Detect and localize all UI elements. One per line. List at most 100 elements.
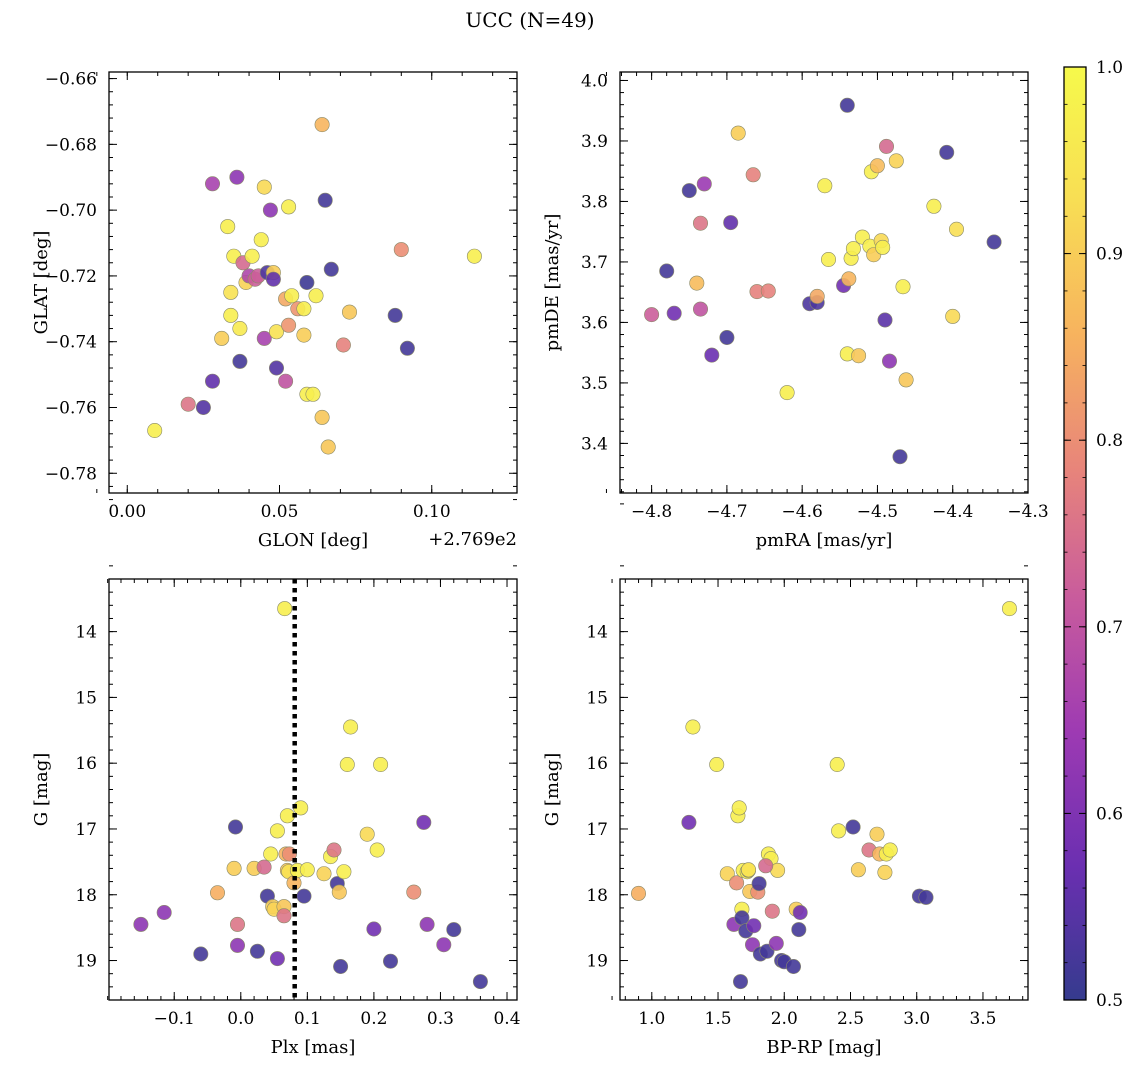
data-point <box>659 263 675 279</box>
x-tick-label: 3.5 <box>969 1009 996 1029</box>
y-tick-label: 19 <box>75 952 97 972</box>
y-tick-label: −0.66 <box>45 70 97 90</box>
x-tick-label: −0.1 <box>154 1009 195 1029</box>
y-tick-label: 16 <box>75 754 97 774</box>
x-tick-label: 0.10 <box>413 502 451 522</box>
data-point <box>820 252 836 268</box>
x-tick-label: 0.2 <box>360 1009 387 1029</box>
data-point <box>230 937 246 953</box>
panel-glon-glat: 0.00 0.05 0.10 −0.78 −0.76 −0.74 −0.72 −0.70 −0.… <box>31 70 518 551</box>
x-tick-label: 3.0 <box>903 1009 930 1029</box>
colorbar-tick-label: 0.9 <box>1096 245 1123 265</box>
data-point <box>296 301 312 317</box>
data-point <box>256 179 272 195</box>
data-point <box>696 176 712 192</box>
data-point <box>214 330 230 346</box>
data-point <box>256 859 272 875</box>
data-point <box>229 169 245 185</box>
y-axis-label: G [mag] <box>542 753 563 826</box>
data-point <box>284 288 300 304</box>
x-tick-label: −4.5 <box>857 502 898 522</box>
data-point <box>731 800 747 816</box>
data-point <box>226 860 242 876</box>
axes-frame <box>619 71 1029 494</box>
data-point <box>339 756 355 772</box>
data-point <box>839 97 855 113</box>
y-tick-label: 16 <box>586 754 608 774</box>
data-point <box>785 958 801 974</box>
data-point <box>341 304 357 320</box>
y-tick-label: 14 <box>586 623 608 643</box>
x-tick-label: 0.3 <box>427 1009 454 1029</box>
x-tick-label: −4.3 <box>1007 502 1048 522</box>
data-point <box>210 885 226 901</box>
data-point <box>841 271 857 287</box>
data-point <box>279 808 295 824</box>
data-point <box>888 153 904 169</box>
data-point <box>387 307 403 323</box>
data-point <box>850 862 866 878</box>
data-point <box>692 301 708 317</box>
data-point <box>268 360 284 376</box>
data-point <box>882 842 898 858</box>
data-point <box>751 876 767 892</box>
data-point <box>249 943 265 959</box>
data-point <box>296 327 312 343</box>
y-tick-label: 15 <box>586 688 608 708</box>
y-tick-label: 4.0 <box>581 71 608 91</box>
ticks <box>611 565 1028 1001</box>
data-point <box>393 242 409 258</box>
data-point <box>317 192 333 208</box>
data-point <box>764 903 780 919</box>
y-tick-label: 17 <box>586 820 608 840</box>
x-tick-label: 1.5 <box>705 1009 732 1029</box>
axes-frame <box>108 578 518 1001</box>
y-tick-label: −0.68 <box>45 135 97 155</box>
colorbar-tick-label: 0.5 <box>1096 991 1123 1011</box>
data-point <box>746 918 762 934</box>
data-point <box>831 823 847 839</box>
x-tick-label: −4.4 <box>932 502 973 522</box>
x-tick-label: −4.8 <box>631 502 672 522</box>
y-tick-label: 3.6 <box>581 313 608 333</box>
data-point <box>877 864 893 880</box>
panel-bprp-g: 1.0 1.5 2.0 2.5 3.0 3.5 14 15 16 17 18 19 BP-RP [mag… <box>542 565 1029 1058</box>
y-tick-label: 18 <box>75 886 97 906</box>
points-pm <box>644 97 1002 465</box>
data-point <box>205 373 221 389</box>
colorbar-tick-label: 0.6 <box>1096 804 1123 824</box>
x-tick-label: 0.4 <box>493 1009 520 1029</box>
data-point <box>268 324 284 340</box>
data-point <box>382 953 398 969</box>
x-tick-label: 2.5 <box>837 1009 864 1029</box>
y-tick-label: 3.5 <box>581 374 608 394</box>
data-point <box>869 158 885 174</box>
data-point <box>689 275 705 291</box>
data-point <box>281 199 297 215</box>
data-point <box>326 842 342 858</box>
data-point <box>875 239 891 255</box>
data-point <box>253 232 269 248</box>
data-point <box>265 271 281 287</box>
data-point <box>851 348 867 364</box>
ticks <box>605 72 1029 505</box>
data-point <box>681 814 697 830</box>
data-point <box>366 921 382 937</box>
points-glon-glat <box>147 117 482 455</box>
x-tick-label: 0.0 <box>227 1009 254 1029</box>
x-tick-label: 0.05 <box>261 502 299 522</box>
data-point <box>892 449 908 465</box>
data-point <box>373 756 389 772</box>
data-point <box>881 353 897 369</box>
data-point <box>147 422 163 438</box>
data-point <box>359 826 375 842</box>
x-offset-text: +2.769e2 <box>428 529 517 550</box>
data-point <box>205 176 221 192</box>
data-point <box>918 889 934 905</box>
x-axis-label: pmRA [mas/yr] <box>756 530 893 551</box>
data-point <box>436 937 452 953</box>
data-point <box>299 862 315 878</box>
data-point <box>277 601 293 617</box>
data-point <box>732 974 748 990</box>
data-point <box>709 756 725 772</box>
